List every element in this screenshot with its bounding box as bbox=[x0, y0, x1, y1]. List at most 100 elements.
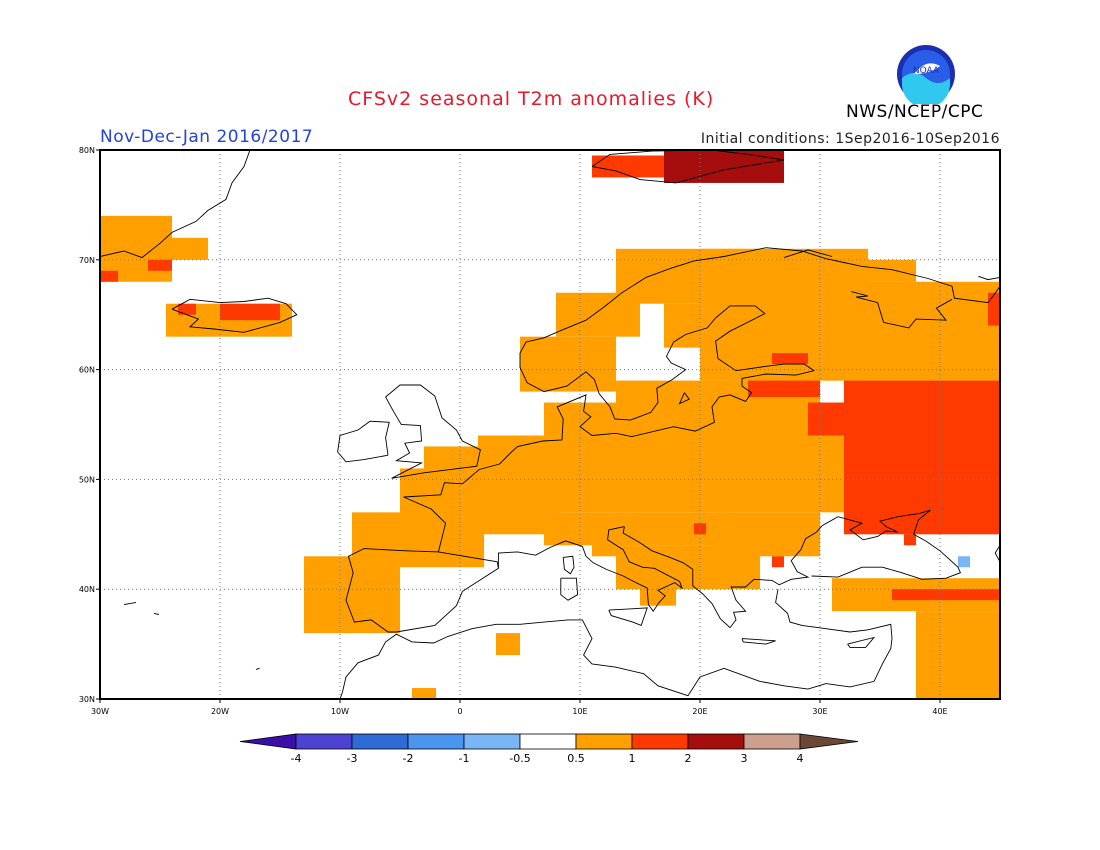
anomaly-cell-2 bbox=[100, 270, 118, 282]
lat-tick-label: 30N bbox=[79, 695, 95, 704]
colorbar-swatch bbox=[351, 733, 409, 750]
coastline-12 bbox=[622, 509, 962, 629]
coastline-0 bbox=[100, 150, 251, 259]
coastline-6 bbox=[403, 247, 1000, 553]
axis-ticks: 30W 20W 10W 0 10E 20E 30E 40E 30N 40N 50N 60N 70N 80N bbox=[79, 146, 948, 716]
lat-tick-label: 80N bbox=[79, 146, 95, 155]
lat-tick-label: 70N bbox=[79, 256, 95, 265]
coastline-1 bbox=[171, 297, 298, 333]
coastline-4 bbox=[337, 420, 390, 463]
forecast-period: Nov-Dec-Jan 2016/2017 bbox=[100, 127, 314, 147]
organization-label: NWS/NCEP/CPC bbox=[846, 102, 984, 122]
coastline-3 bbox=[385, 384, 481, 479]
coastline-23 bbox=[153, 612, 159, 615]
coastline-24 bbox=[255, 667, 260, 670]
anomaly-cell-28 bbox=[844, 259, 916, 282]
colorbar-label: -4 bbox=[291, 752, 302, 765]
anomaly-cell-40 bbox=[694, 523, 706, 535]
anomaly-cell-18 bbox=[592, 534, 616, 557]
anomaly-cell-32 bbox=[412, 688, 436, 699]
anomaly-cell-19 bbox=[712, 512, 820, 557]
anomaly-cell-30 bbox=[916, 611, 1000, 699]
anomaly-cell-34 bbox=[808, 402, 844, 436]
coastline-18 bbox=[741, 638, 776, 645]
coastline-13 bbox=[759, 589, 893, 690]
coastline-25 bbox=[994, 545, 1000, 563]
anomaly-fill-layer bbox=[100, 150, 1000, 699]
anomaly-cell-8 bbox=[664, 150, 784, 183]
anomaly-cell-22 bbox=[520, 336, 616, 392]
colorbar-swatch bbox=[407, 733, 465, 750]
coastline-20 bbox=[678, 392, 690, 405]
colorbar-label: 1 bbox=[629, 752, 636, 765]
colorbar-swatch bbox=[743, 733, 801, 750]
anomaly-cell-3 bbox=[148, 259, 172, 271]
coastline-9 bbox=[978, 275, 1000, 281]
colorbar-label: -1 bbox=[459, 752, 470, 765]
initial-conditions: Initial conditions: 1Sep2016-10Sep2016 bbox=[700, 131, 1000, 147]
anomaly-cell-15 bbox=[616, 545, 688, 590]
anomaly-cell-13 bbox=[478, 435, 880, 513]
anomaly-cell-35 bbox=[748, 380, 820, 398]
anomaly-cell-37 bbox=[988, 292, 1000, 326]
colorbar-swatch bbox=[463, 733, 521, 750]
coastline-19 bbox=[847, 636, 876, 648]
anomaly-cell-27 bbox=[820, 281, 1000, 381]
coastline-22 bbox=[123, 601, 137, 606]
coastline-15 bbox=[562, 555, 575, 575]
anomaly-cell-38 bbox=[772, 353, 808, 365]
lon-tick-label: 0 bbox=[457, 707, 462, 716]
colorbar-label: -0.5 bbox=[509, 752, 530, 765]
coastline-14 bbox=[339, 619, 761, 699]
lon-tick-label: 30E bbox=[812, 707, 827, 716]
anomaly-cell-7 bbox=[592, 155, 664, 178]
colorbar-swatch bbox=[687, 733, 745, 750]
coastline-17 bbox=[608, 607, 648, 626]
colorbar-label: -2 bbox=[403, 752, 414, 765]
coastline-16 bbox=[560, 577, 579, 601]
colorbar-swatch bbox=[575, 733, 633, 750]
anomaly-cell-6 bbox=[178, 303, 196, 315]
colorbar-swatch bbox=[519, 733, 577, 750]
anomaly-cell-21 bbox=[544, 402, 616, 436]
lon-tick-label: 20W bbox=[211, 707, 229, 716]
lon-tick-label: 30W bbox=[91, 707, 109, 716]
chart-title: CFSv2 seasonal T2m anomalies (K) bbox=[348, 88, 715, 110]
anomaly-cell-36 bbox=[892, 589, 1000, 601]
anomaly-cell-1 bbox=[172, 237, 208, 260]
anomaly-cell-41 bbox=[772, 556, 784, 568]
colorbar-label: 4 bbox=[797, 752, 804, 765]
colorbar-arrow-low bbox=[239, 733, 297, 750]
lon-tick-label: 10E bbox=[572, 707, 587, 716]
logo-text: NOAA bbox=[913, 66, 940, 76]
coastline-5 bbox=[345, 548, 499, 633]
coastline-11 bbox=[497, 547, 551, 569]
coastlines bbox=[100, 150, 1000, 699]
anomaly-cell-5 bbox=[220, 303, 280, 321]
colorbar-label: -3 bbox=[347, 752, 358, 765]
coastline-8 bbox=[851, 291, 869, 298]
colorbar: -4 -3 -2 -1 -0.5 0.5 1 2 3 4 bbox=[239, 733, 859, 765]
noaa-logo-icon: NOAA bbox=[897, 45, 955, 104]
coastline-2 bbox=[591, 150, 785, 184]
anomaly-cell-31 bbox=[496, 633, 520, 656]
colorbar-label: 0.5 bbox=[567, 752, 585, 765]
anomaly-cell-33 bbox=[844, 380, 1000, 535]
colorbar-swatch bbox=[295, 733, 353, 750]
lat-tick-label: 50N bbox=[79, 475, 95, 484]
lat-tick-label: 60N bbox=[79, 366, 95, 375]
lat-tick-label: 40N bbox=[79, 585, 95, 594]
lon-tick-label: 10W bbox=[331, 707, 349, 716]
anomaly-cell-42 bbox=[958, 556, 970, 568]
colorbar-label: 3 bbox=[741, 752, 748, 765]
coastline-7 bbox=[855, 296, 953, 329]
anomaly-cell-39 bbox=[904, 534, 916, 546]
coastline-10 bbox=[549, 526, 683, 612]
colorbar-arrow-high bbox=[799, 733, 859, 750]
colorbar-swatch bbox=[631, 733, 689, 750]
map-frame bbox=[99, 149, 1001, 700]
coastline-21 bbox=[783, 249, 833, 259]
colorbar-label: 2 bbox=[685, 752, 692, 765]
lon-tick-label: 40E bbox=[932, 707, 947, 716]
